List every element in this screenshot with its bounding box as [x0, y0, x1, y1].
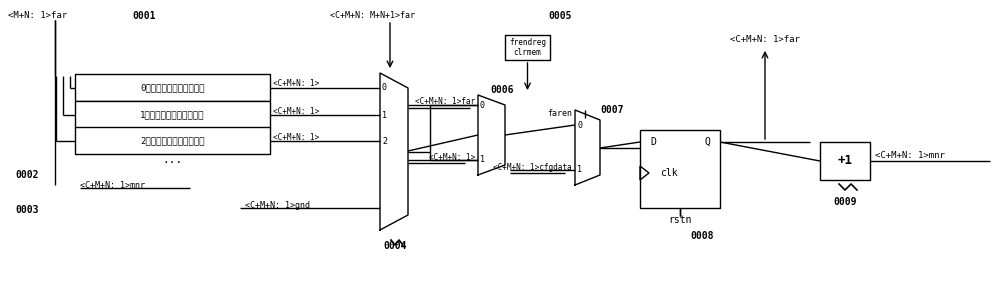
Text: clrmem: clrmem: [514, 48, 541, 57]
Text: 2号传统型类地址跳转模块: 2号传统型类地址跳转模块: [140, 137, 205, 145]
Text: +1: +1: [838, 154, 852, 168]
Text: 0007: 0007: [600, 105, 624, 115]
Text: <C+M+N: 1>far: <C+M+N: 1>far: [730, 35, 800, 45]
Bar: [75, 127, 270, 154]
Text: 0009: 0009: [833, 197, 857, 207]
Text: 0002: 0002: [15, 170, 38, 180]
Text: 1: 1: [577, 166, 582, 175]
Text: 0: 0: [480, 101, 485, 109]
Text: <C+M+N: M+N+1>far: <C+M+N: M+N+1>far: [330, 12, 415, 20]
Text: clk: clk: [660, 168, 678, 178]
Text: <C+M+N: 1>: <C+M+N: 1>: [273, 79, 319, 88]
Text: <C+M+N: 1>: <C+M+N: 1>: [273, 107, 319, 115]
Text: 0003: 0003: [15, 205, 38, 215]
Text: 0001: 0001: [132, 11, 156, 21]
Bar: [75, 101, 270, 128]
Text: <C+M+N: 1>: <C+M+N: 1>: [273, 132, 319, 141]
Text: 0004: 0004: [383, 241, 407, 251]
Text: 1号传统型类地址跳转模块: 1号传统型类地址跳转模块: [140, 111, 205, 120]
Text: frendreg: frendreg: [509, 38, 546, 47]
Text: Q: Q: [704, 137, 710, 147]
Text: <M+N: 1>far: <M+N: 1>far: [8, 12, 67, 20]
Text: <C+M+N: 1>cfgdata: <C+M+N: 1>cfgdata: [493, 162, 572, 171]
Text: 0: 0: [382, 84, 387, 92]
Bar: [640, 130, 720, 208]
Text: <C+M+N: 1>far: <C+M+N: 1>far: [415, 98, 475, 107]
Text: <C+M+N: 1>mnr: <C+M+N: 1>mnr: [875, 151, 945, 160]
Text: 1: 1: [382, 111, 387, 120]
Text: D: D: [650, 137, 656, 147]
Bar: [505, 35, 550, 60]
Text: faren: faren: [547, 109, 572, 118]
Bar: [75, 74, 270, 101]
Text: 1: 1: [480, 156, 485, 164]
Text: <C+M+N: 1>: <C+M+N: 1>: [429, 153, 475, 162]
Text: 0008: 0008: [690, 231, 714, 241]
Text: <C+M+N: 1>gnd: <C+M+N: 1>gnd: [245, 200, 310, 209]
Text: <C+M+N: 1>mnr: <C+M+N: 1>mnr: [80, 181, 145, 190]
Bar: [820, 142, 870, 180]
Text: 0: 0: [577, 120, 582, 130]
Text: 0006: 0006: [490, 85, 514, 95]
Text: 0005: 0005: [548, 11, 572, 21]
Text: ...: ...: [162, 155, 183, 165]
Text: 0号传统型类地址跳转模块: 0号传统型类地址跳转模块: [140, 84, 205, 92]
Text: rstn: rstn: [668, 215, 692, 225]
Text: 2: 2: [382, 137, 387, 145]
